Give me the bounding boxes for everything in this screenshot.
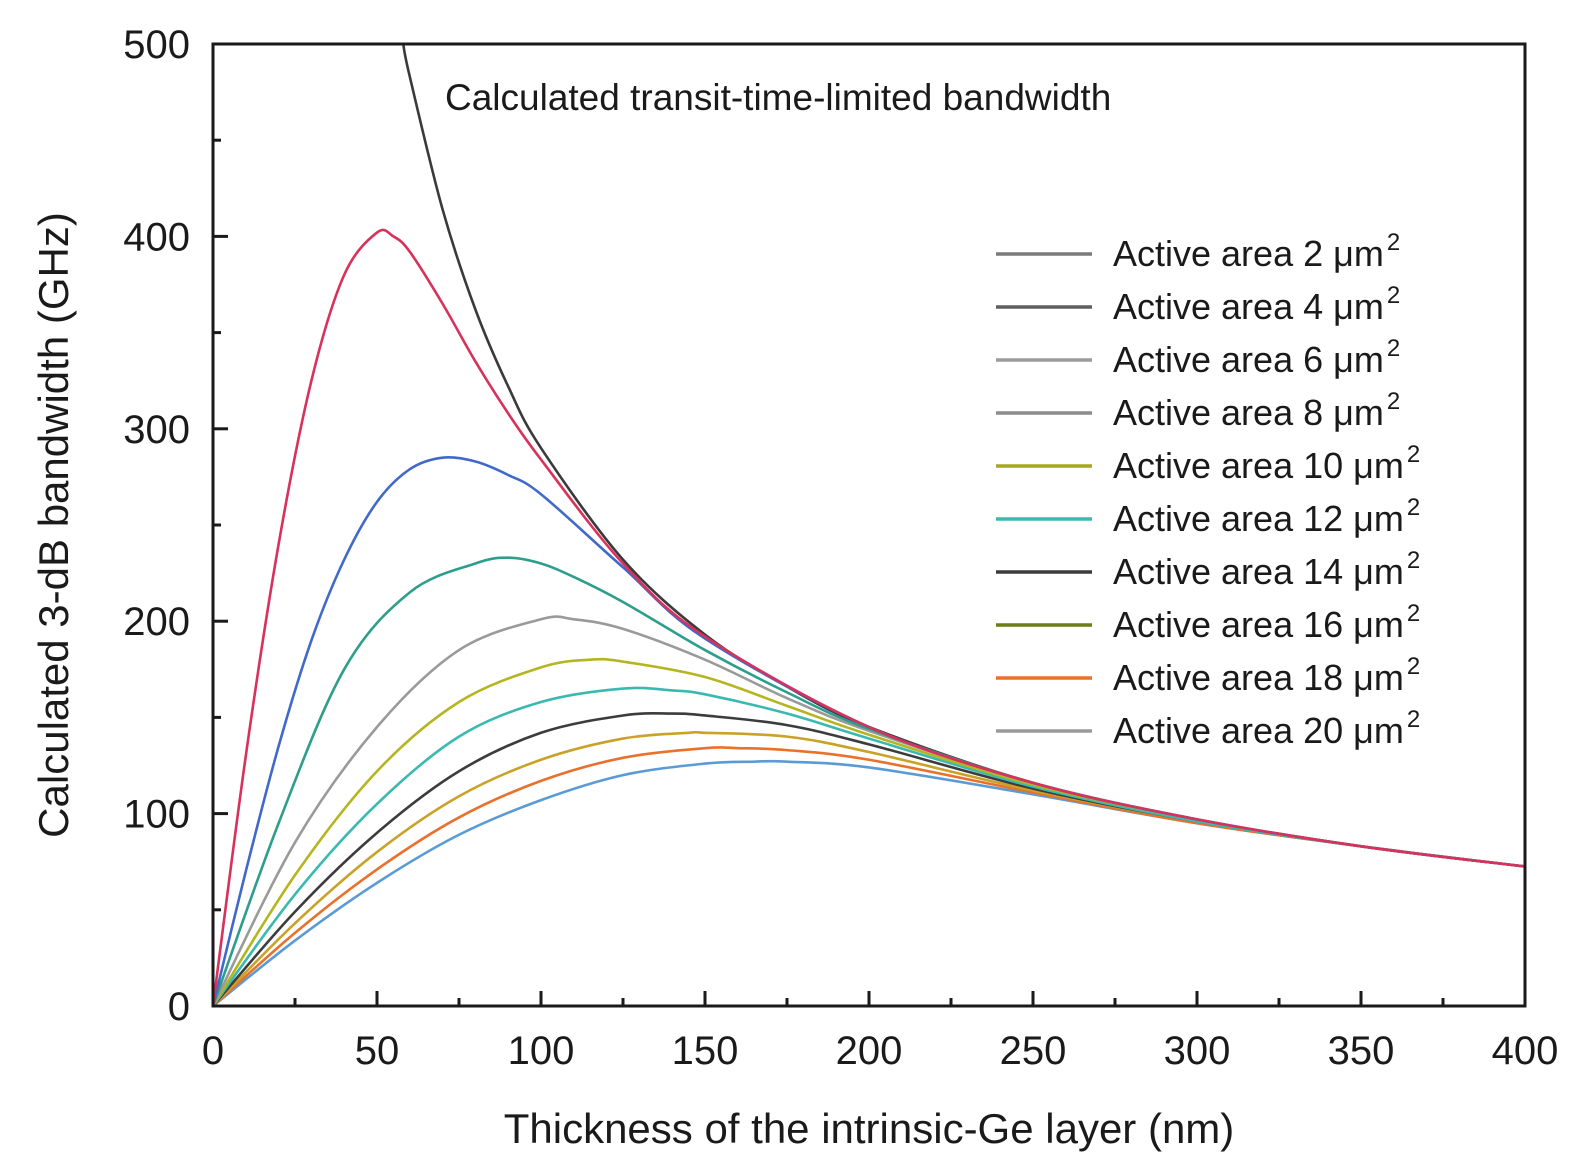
legend-label-9: Active area 18 μm 2 [1113, 653, 1420, 698]
legend-sup-4: 2 [1387, 388, 1400, 415]
legend-label-10: Active area 20 μm 2 [1113, 706, 1420, 751]
y-tick-label: 200 [123, 600, 190, 644]
legend-sup-10: 2 [1407, 706, 1420, 733]
legend: Active area 2 μm 2 Active area 4 μm 2 Active… [996, 229, 1420, 751]
legend-sup-3: 2 [1387, 335, 1400, 362]
y-tick-label: 400 [123, 215, 190, 259]
axis-ticks: 0 50 100 150 200 250 300 350 400 0 100 200 300 400 500 [123, 23, 1558, 1073]
legend-label-5: Active area 10 μm 2 [1113, 441, 1420, 486]
legend-label-3: Active area 6 μm 2 [1113, 335, 1400, 380]
x-tick-label: 200 [836, 1029, 903, 1073]
legend-sup-8: 2 [1407, 600, 1420, 627]
series-line-6 [211, 686, 1526, 1007]
legend-sup-2: 2 [1387, 282, 1400, 309]
x-tick-label: 150 [672, 1029, 739, 1073]
legend-label-6: Active area 12 μm 2 [1113, 494, 1420, 539]
legend-sup-1: 2 [1387, 229, 1400, 256]
x-tick-label: 300 [1164, 1029, 1231, 1073]
x-tick-label: 400 [1492, 1029, 1559, 1073]
x-tick-label: 100 [508, 1029, 575, 1073]
legend-label-8: Active area 16 μm 2 [1113, 600, 1420, 645]
chart-annotation: Calculated transit-time-limited bandwidt… [445, 77, 1111, 118]
legend-sup-5: 2 [1407, 441, 1420, 468]
x-tick-label: 250 [1000, 1029, 1067, 1073]
y-tick-label: 300 [123, 408, 190, 452]
legend-label-2: Active area 4 μm 2 [1113, 282, 1400, 327]
legend-label-1: Active area 2 μm 2 [1113, 229, 1400, 274]
series-line-1 [211, 228, 1526, 1007]
plot-lines [211, 43, 1526, 1008]
y-tick-label: 0 [168, 985, 190, 1029]
y-axis-title: Calculated 3-dB bandwidth (GHz) [30, 212, 77, 838]
x-tick-label: 50 [355, 1029, 400, 1073]
legend-label-7: Active area 14 μm 2 [1113, 547, 1420, 592]
x-tick-label: 350 [1328, 1029, 1395, 1073]
series-line-9 [212, 746, 1526, 1007]
y-tick-label: 500 [123, 23, 190, 67]
legend-sup-9: 2 [1407, 653, 1420, 680]
x-tick-label: 0 [202, 1029, 224, 1073]
series-line-10 [212, 759, 1526, 1008]
legend-sup-7: 2 [1407, 547, 1420, 574]
x-axis-title: Thickness of the intrinsic-Ge layer (nm) [504, 1105, 1235, 1152]
legend-sup-6: 2 [1407, 494, 1420, 521]
series-line-7 [212, 712, 1526, 1007]
y-tick-label: 100 [123, 793, 190, 837]
legend-label-4: Active area 8 μm 2 [1113, 388, 1400, 433]
